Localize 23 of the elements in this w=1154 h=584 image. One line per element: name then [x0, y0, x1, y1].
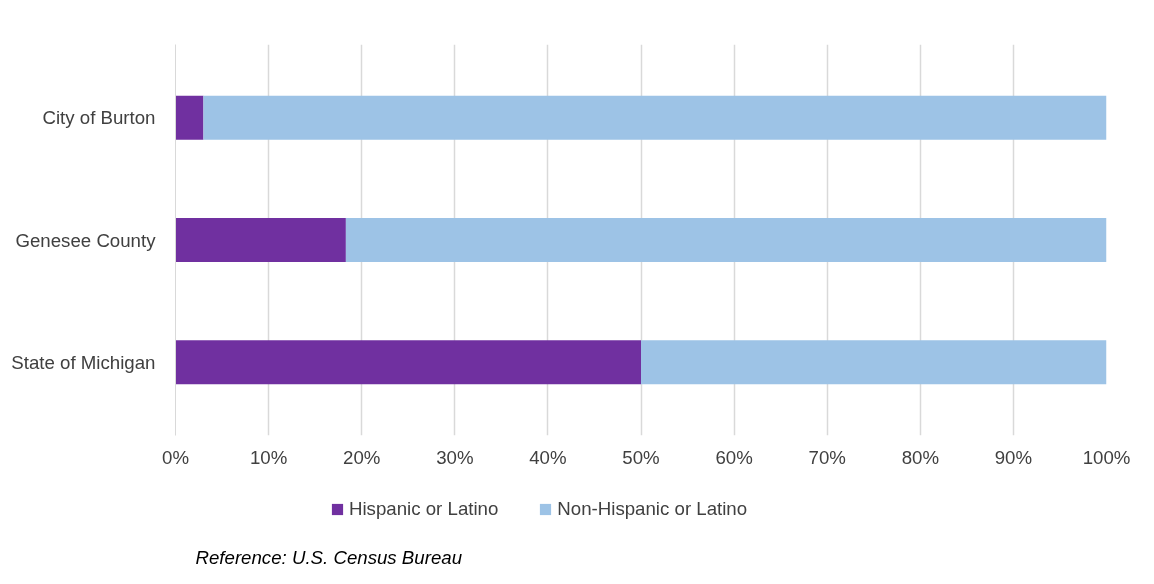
y-tick-label: Genesee County — [15, 229, 157, 251]
bar — [175, 95, 204, 140]
x-tick-label: 90% — [994, 446, 1033, 468]
x-tick-label: 50% — [622, 446, 660, 468]
x-tick-label: 30% — [436, 446, 474, 468]
bar — [203, 95, 1107, 140]
text: Reference: U.S. Census Bureau — [195, 546, 463, 568]
x-tick-label: 60% — [715, 446, 753, 468]
legend-label: Hispanic or Latino — [349, 498, 499, 520]
y-tick-label: City of Burton — [42, 107, 156, 129]
x-tick-label: 10% — [249, 446, 288, 468]
bar — [345, 218, 1107, 262]
x-tick-label: 0% — [162, 446, 189, 468]
x-tick-label: 40% — [529, 446, 567, 468]
y-tick-label: State of Michigan — [11, 351, 156, 373]
x-tick-label: 70% — [808, 446, 846, 468]
x-tick-label: 20% — [343, 446, 381, 468]
x-tick-label: 100% — [1082, 446, 1131, 468]
bar — [641, 340, 1107, 385]
x-tick-label: 80% — [901, 446, 939, 468]
bar — [175, 218, 346, 262]
bar — [175, 340, 641, 385]
legend-label: Non-Hispanic or Latino — [557, 498, 748, 520]
